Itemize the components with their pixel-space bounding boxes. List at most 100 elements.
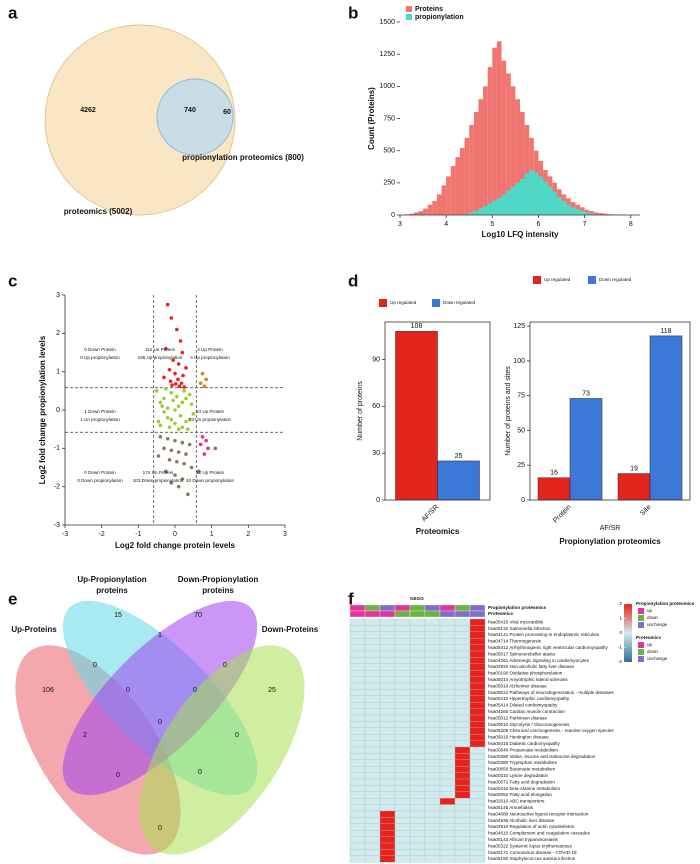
heatmap-cell: [424, 721, 441, 728]
histogram-bar: [418, 211, 424, 215]
heatmap-cell: [349, 817, 366, 824]
heatmap-cell: [364, 842, 381, 850]
heatmap-cell: [349, 721, 366, 728]
heatmap-cell: [469, 663, 486, 671]
heatmap-cell: [394, 682, 411, 690]
heatmap-cell: [349, 804, 366, 812]
histogram-bar: [409, 213, 414, 215]
point: [173, 473, 177, 477]
heatmap-cell: [454, 663, 471, 671]
heatmap-cell: [394, 849, 411, 856]
point: [169, 481, 174, 485]
heatmap-cell: [364, 727, 381, 735]
heatmap-cell: [394, 785, 411, 792]
heatmap-cell: [379, 830, 396, 837]
heatmap-cell: [424, 682, 441, 690]
histogram-bar: [561, 200, 567, 215]
heatmap-cell: [439, 778, 456, 786]
point: [202, 384, 207, 389]
heatmap-cell: [469, 676, 486, 684]
heatmap-cell: [454, 759, 471, 767]
heatmap-cell: [349, 638, 366, 645]
heatmap-cell: [409, 855, 426, 863]
subtitle: Proteomics: [416, 527, 460, 536]
row-label: hsa04610 Complement and coagulation casc…: [488, 831, 591, 836]
heatmap-cell: [364, 702, 381, 709]
heatmap-cell: [469, 625, 486, 632]
histogram-bar: [464, 137, 470, 215]
set-label: proteins: [202, 586, 234, 595]
heatmap-cell: [409, 746, 426, 754]
row-label: hsa04261 Adrenergic signaling in cardiom…: [488, 658, 590, 663]
heatmap-cell: [439, 650, 456, 658]
row-label: hsa05143 African trypanosomiasis: [488, 837, 559, 842]
heatmap-cell: [379, 842, 396, 850]
y-tick-label: -1: [54, 445, 60, 452]
y-tick-label: -3: [54, 522, 60, 529]
heatmap-cell: [364, 817, 381, 824]
subtitle: Propionylation proteomics: [559, 537, 661, 546]
point: [164, 469, 168, 474]
heatmap-cell: [409, 785, 426, 792]
x-tick-label: 1: [210, 531, 214, 538]
point: [198, 442, 203, 447]
heatmap-cell: [379, 714, 396, 722]
row-label: hsa00071 Fatty acid degradation: [488, 779, 555, 784]
point: [169, 316, 174, 320]
heatmap-cell: [454, 618, 471, 626]
heatmap-cell: [454, 772, 471, 780]
point: [173, 371, 177, 376]
point: [162, 375, 166, 380]
row-label: hsa05010 Alzheimer disease: [488, 683, 547, 688]
heatmap-cell: [394, 855, 411, 863]
point: [160, 404, 164, 408]
heatmap-cell: [364, 855, 381, 863]
heatmap-cell: [379, 644, 396, 652]
y-tick-label: 125: [513, 323, 525, 330]
point: [182, 461, 186, 466]
heatmap-cell: [454, 785, 471, 792]
y-tick-label: 1: [56, 369, 60, 376]
heatmap-cell: [469, 772, 486, 780]
heatmap-cell: [409, 670, 426, 677]
y-tick-label: 3: [56, 292, 60, 299]
heatmap-cell: [379, 785, 396, 792]
heatmap-cell: [379, 817, 396, 824]
heatmap-cell: [439, 670, 456, 677]
heatmap-cell: [439, 708, 456, 716]
x-tick-label: 4: [444, 221, 448, 228]
histogram-bar: [487, 203, 493, 215]
bar: [537, 477, 571, 501]
x-axis-title: Log10 LFQ intensity: [482, 230, 559, 239]
y-tick-label: 500: [383, 148, 395, 155]
region-count: 15: [114, 612, 122, 619]
panel-letter: b: [348, 3, 358, 22]
y-tick-label: 100: [513, 358, 525, 365]
y-tick-label: 750: [383, 115, 395, 122]
heatmap-cell: [379, 734, 396, 741]
row-label: hsa04932 Non-alcoholic fatty liver disea…: [488, 664, 574, 669]
bar: [569, 398, 603, 501]
heatmap-cell: [454, 823, 471, 831]
value-label: 19: [630, 465, 638, 472]
legend-title: Proteomics: [636, 635, 661, 640]
heatmap-cell: [409, 810, 426, 818]
heatmap-cell: [379, 740, 396, 748]
point: [158, 423, 163, 428]
heatmap-cell: [439, 702, 456, 709]
x-tick-label: -3: [62, 531, 68, 538]
annotation: 103 Down propionylation: [133, 478, 184, 483]
heatmap-cell: [379, 663, 396, 671]
x-tick-label: -1: [135, 531, 141, 538]
y-tick-label: 250: [383, 180, 395, 187]
heatmap-cell: [409, 759, 426, 767]
histogram-bar: [589, 213, 594, 215]
legend-label: unchange: [647, 656, 668, 661]
annotation: 1 Down Protein: [84, 409, 116, 414]
heatmap-cell: [469, 817, 486, 824]
x-tick-label: 0: [173, 531, 177, 538]
point: [171, 358, 175, 362]
histogram-bar: [538, 176, 544, 215]
heatmap-cell: [409, 695, 426, 703]
heatmap-cell: [469, 657, 486, 664]
